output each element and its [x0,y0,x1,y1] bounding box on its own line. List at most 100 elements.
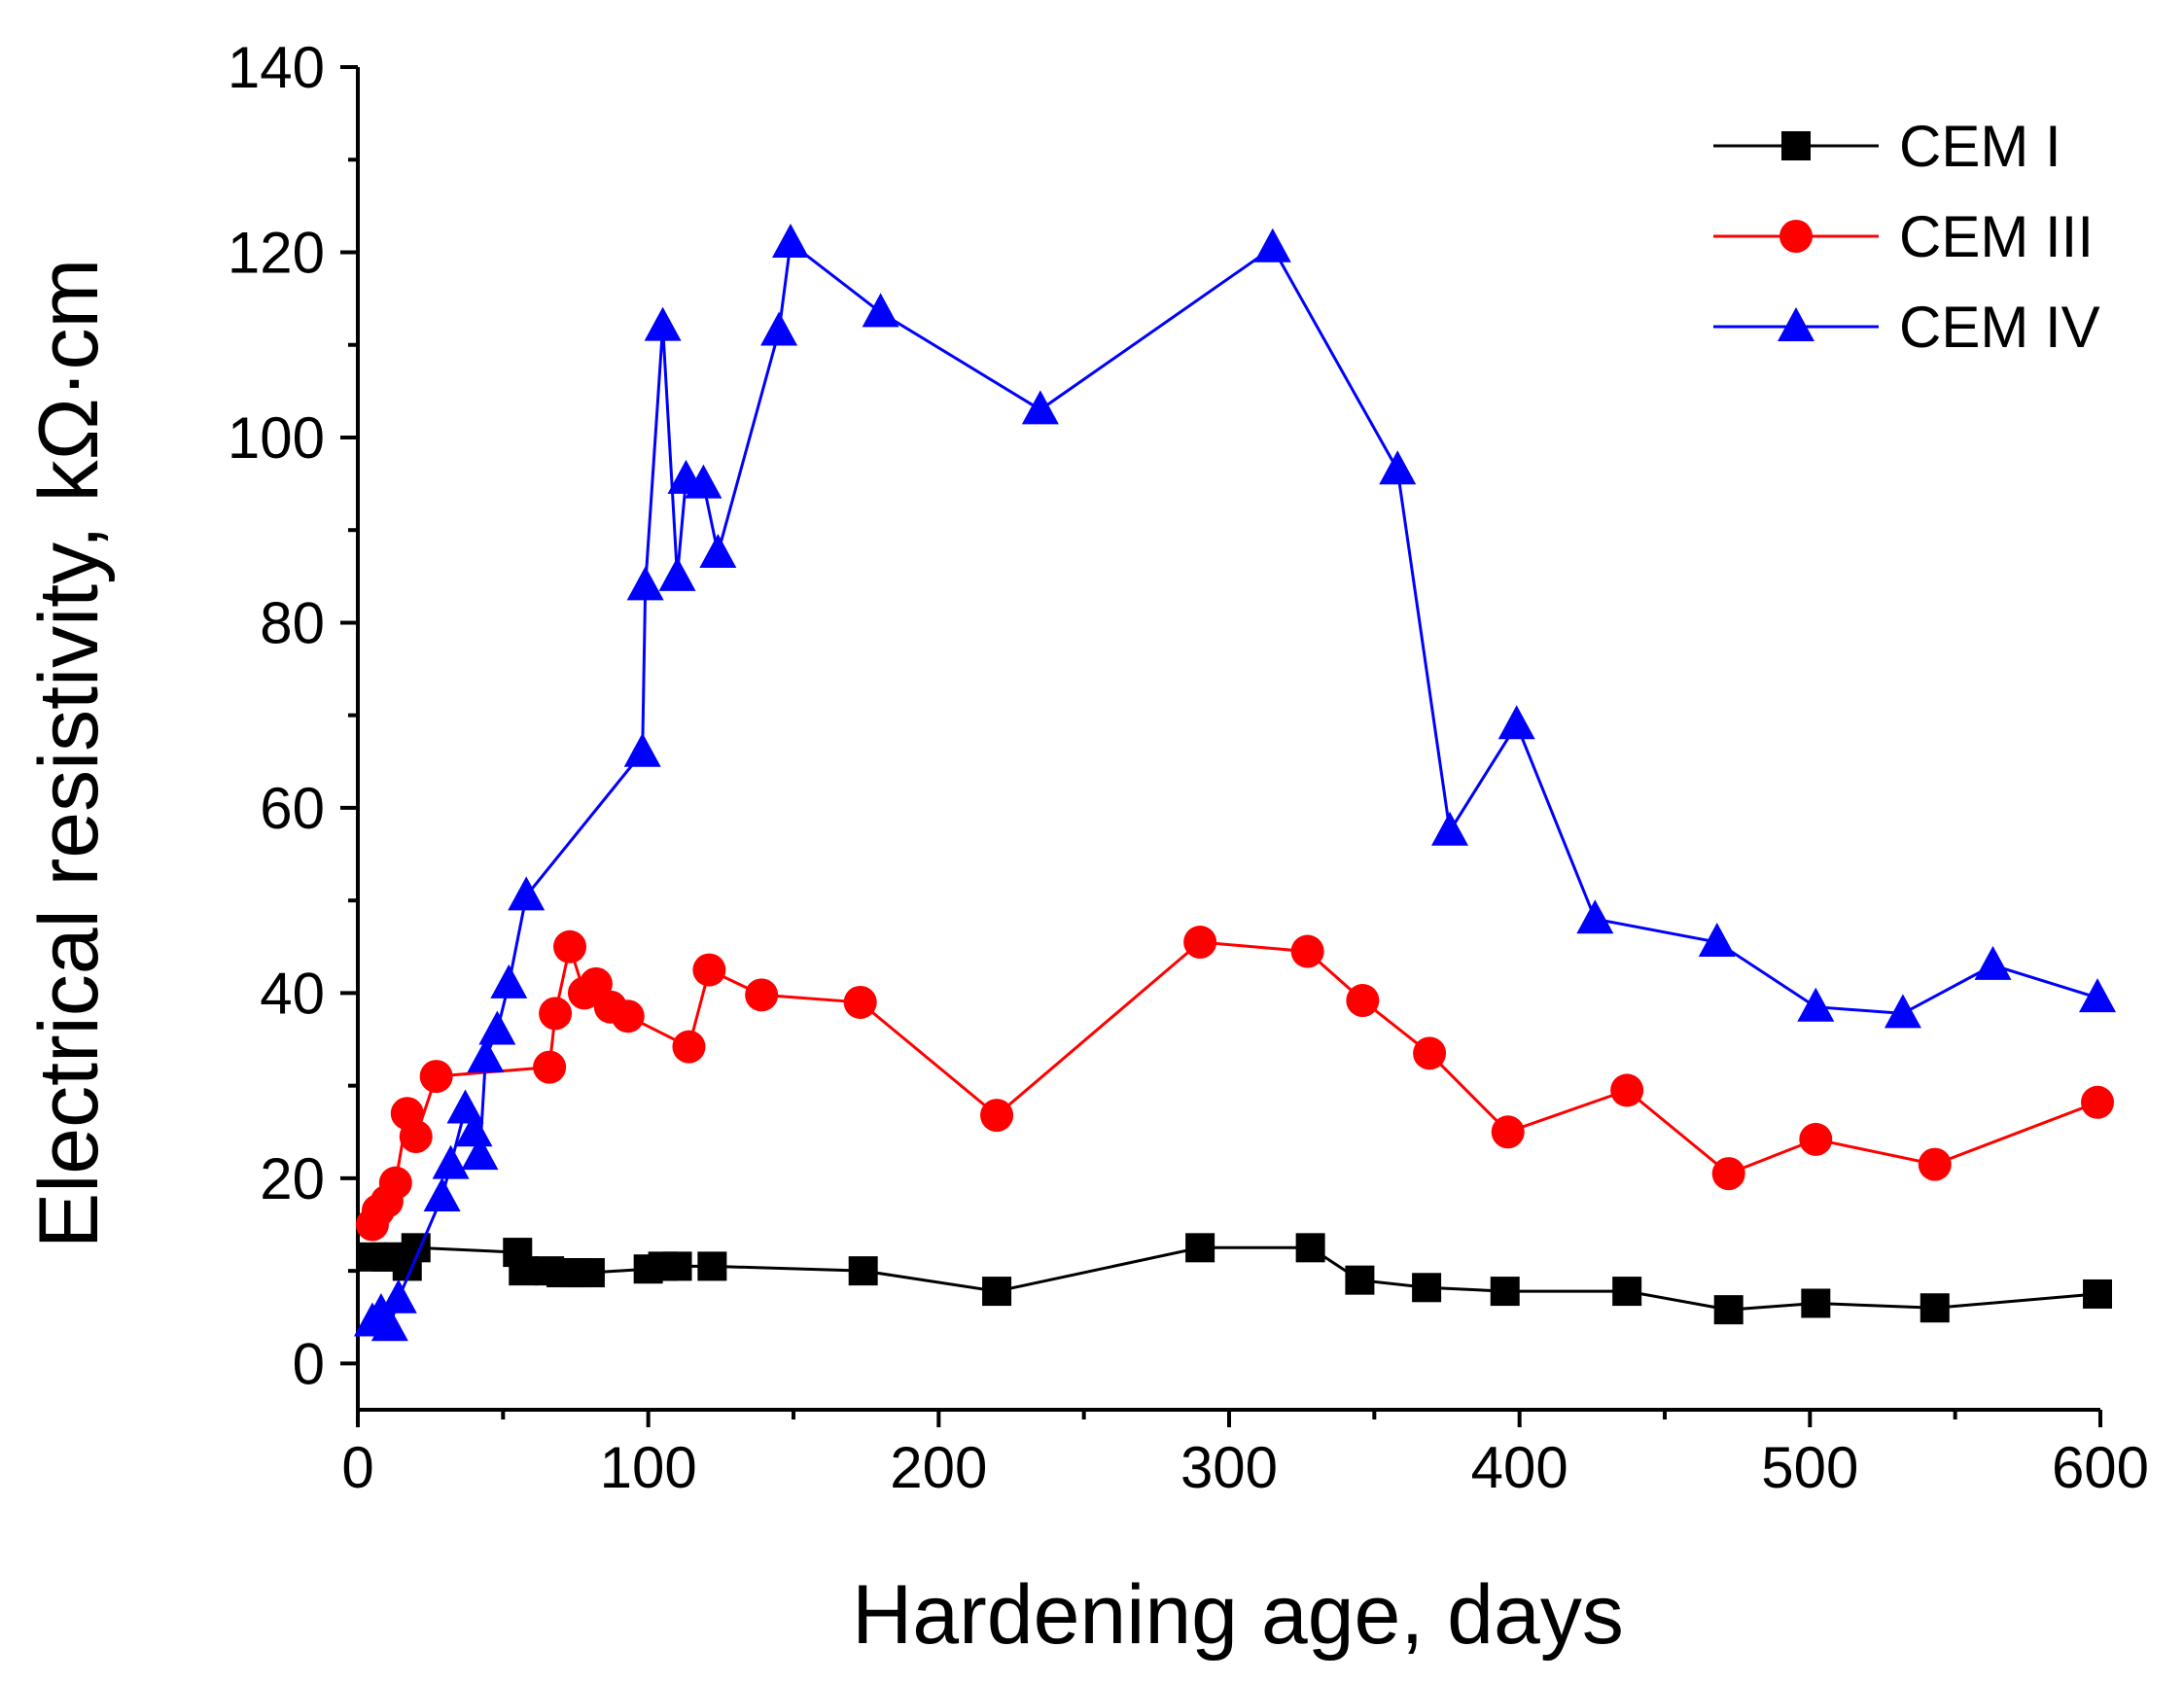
legend-item: CEM IV [1713,295,2100,360]
data-point [1491,1115,1525,1149]
data-point [1801,1288,1831,1318]
data-point [1021,390,1059,425]
data-point [1920,1293,1950,1323]
data-point [626,566,664,601]
data-point [1346,984,1380,1018]
data-point [1612,1277,1642,1307]
data-point [2081,1085,2115,1119]
x-tick-label: 200 [890,1435,987,1500]
legend-item: CEM I [1713,114,2061,179]
series-cem-iii [355,926,2115,1242]
data-point [623,732,661,767]
x-tick-label: 100 [600,1435,697,1500]
x-tick-label: 0 [341,1435,373,1500]
data-point [509,1256,539,1286]
data-point [843,985,877,1019]
data-point [1497,705,1535,740]
series-line [371,1245,2098,1312]
data-point [399,1120,433,1154]
x-ticks: 0 100 200 300 400 500 600 [341,1410,2149,1500]
data-point [575,1258,605,1288]
y-tick-label: 40 [260,961,325,1026]
data-point [533,1050,567,1084]
data-point [1379,450,1417,485]
data-point [478,1010,516,1045]
axes: 0 100 200 300 400 500 600 0 20 40 60 80 100 120 140 [228,35,2149,1500]
data-point [379,1279,417,1314]
data-point [1698,923,1736,958]
data-point [2083,1279,2113,1309]
data-point [1711,1157,1745,1191]
data-point [378,1166,412,1200]
x-tick-label: 300 [1180,1435,1278,1500]
series-line [370,940,2098,1226]
data-point [692,953,726,987]
series-line [370,240,2098,1330]
y-axis-title: Electrical resistivity, kΩ·cm [22,259,116,1248]
data-point [1345,1265,1375,1295]
data-point [644,306,682,341]
legend-label: CEM IV [1899,295,2100,360]
y-tick-label: 120 [228,220,325,285]
data-point [1290,934,1324,968]
data-point [1295,1233,1325,1263]
data-point [672,1030,706,1064]
data-point [685,464,722,499]
data-point [455,1112,493,1147]
x-tick-label: 500 [1761,1435,1858,1500]
data-point [1918,1147,1952,1181]
legend-label: CEM III [1899,204,2094,269]
data-point [461,1136,499,1171]
data-point [1713,1295,1744,1325]
data-point [697,1251,727,1281]
series-cem-iv [353,223,2117,1342]
y-tick-label: 0 [293,1331,325,1396]
data-point [1412,1273,1442,1303]
data-point [1610,1073,1644,1107]
data-point [699,534,737,569]
data-point [1884,994,1921,1029]
x-tick-label: 400 [1471,1435,1568,1500]
data-point [745,978,779,1012]
data-point [1974,945,2012,980]
legend-marker [1781,131,1811,160]
data-point [982,1277,1012,1307]
y-tick-label: 140 [228,35,325,100]
series-layer [353,223,2117,1342]
data-point [1576,899,1614,934]
data-point [1253,228,1291,263]
data-point [611,999,645,1034]
data-point [1799,1122,1833,1156]
data-point [772,223,810,258]
data-point [432,1144,470,1179]
x-tick-label: 600 [2052,1435,2149,1500]
legend-label: CEM I [1899,114,2061,179]
data-point [980,1099,1014,1133]
data-point [370,1307,408,1342]
y-tick-label: 100 [228,405,325,471]
data-point [1413,1036,1447,1070]
series-cem-i [357,1233,2113,1325]
data-point [419,1060,453,1094]
data-point [760,311,798,346]
data-point [423,1176,461,1211]
data-point [553,929,587,964]
data-point [446,1089,484,1124]
legend-marker [1779,220,1813,253]
data-point [658,556,696,591]
legend-marker [1778,307,1814,341]
data-point [862,293,899,328]
data-point [1797,987,1835,1022]
data-point [1430,811,1468,846]
legend-item: CEM III [1713,204,2094,269]
data-point [539,997,573,1031]
data-point [467,1038,505,1073]
data-point [2079,978,2117,1013]
data-point [848,1256,878,1286]
data-point [1185,1233,1215,1263]
data-point [1183,926,1217,960]
y-tick-label: 20 [260,1146,325,1211]
legend: CEM I CEM III CEM IV [1713,114,2100,360]
y-tick-label: 60 [260,776,325,841]
